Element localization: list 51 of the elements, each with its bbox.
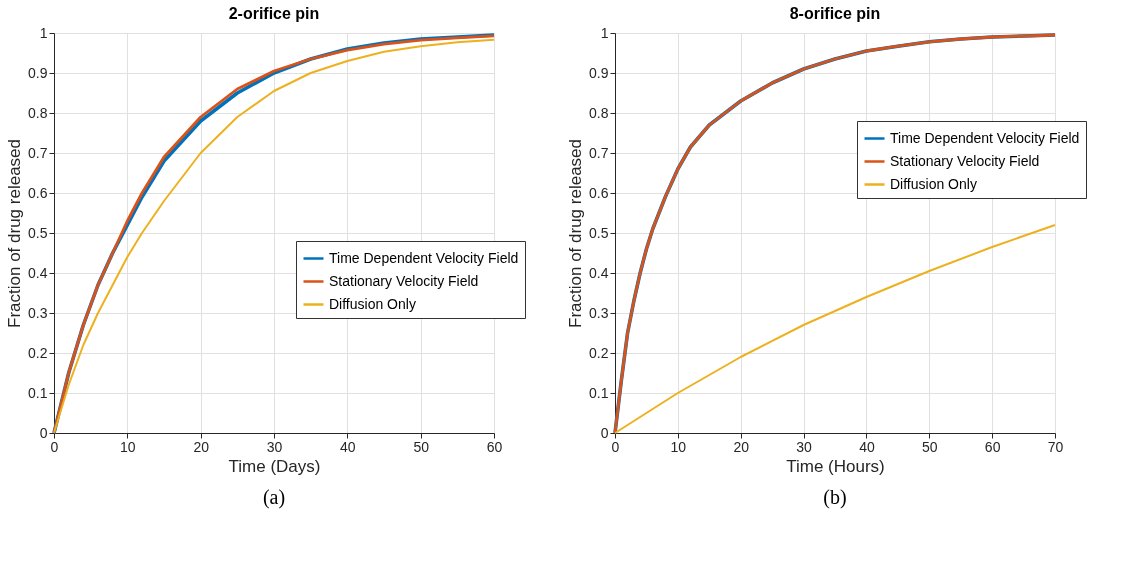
x-axis-title: Time (Hours) [786,456,885,476]
y-tick-label: 0.4 [589,264,609,281]
x-tick-label: 60 [984,438,1001,455]
legend-label: Diffusion Only [890,175,977,192]
x-axis-title: Time (Days) [228,456,321,476]
y-tick-label: 0.6 [28,184,48,201]
y-axis-title: Fraction of drug released [566,139,586,328]
x-tick-label: 50 [922,438,938,455]
y-tick-label: 0.2 [589,344,609,361]
y-tick-label: 0.3 [589,304,609,321]
x-tick-label: 60 [486,438,503,455]
text: (a) [262,486,286,509]
legend-label: Time Dependent Velocity Field [329,249,519,266]
x-tick-label: 0 [611,438,620,455]
y-tick-label: 0.3 [28,304,48,321]
y-tick-label: 1 [39,24,48,41]
legend-label: Time Dependent Velocity Field [890,129,1080,146]
chart-title: 2-orifice pin [228,5,320,22]
y-tick-label: 0.9 [28,64,48,81]
y-tick-label: 0.1 [589,384,609,401]
y-tick-label: 0.6 [589,184,609,201]
y-tick-label: 0.2 [28,344,48,361]
x-tick-label: 0 [50,438,59,455]
y-tick-label: 0.5 [589,224,609,241]
x-tick-label: 30 [796,438,813,455]
y-tick-label: 0.8 [28,104,48,121]
text: (b) [823,486,847,509]
x-tick-label: 10 [670,438,687,455]
y-tick-label: 0.4 [28,264,48,281]
x-tick-label: 30 [266,438,283,455]
y-tick-label: 0 [39,424,48,441]
y-tick-label: 1 [600,24,609,41]
y-tick-label: 0.5 [28,224,48,241]
x-tick-label: 70 [1047,438,1064,455]
x-tick-label: 50 [413,438,430,455]
y-tick-label: 0.1 [28,384,48,401]
x-tick-label: 20 [193,438,210,455]
y-axis-title: Fraction of drug released [5,139,25,328]
x-tick-label: 10 [120,438,136,455]
x-tick-label: 40 [859,438,875,455]
y-tick-label: 0.9 [589,64,609,81]
legend-label: Stationary Velocity Field [329,272,479,289]
chart-title: 8-orifice pin [789,5,881,22]
y-tick-label: 0.8 [589,104,609,121]
y-tick-label: 0.7 [589,144,609,161]
x-tick-label: 20 [733,438,750,455]
legend-label: Stationary Velocity Field [890,152,1040,169]
y-tick-label: 0.7 [28,144,48,161]
legend-label: Diffusion Only [329,295,416,312]
y-tick-label: 0 [600,424,609,441]
x-tick-label: 40 [340,438,356,455]
